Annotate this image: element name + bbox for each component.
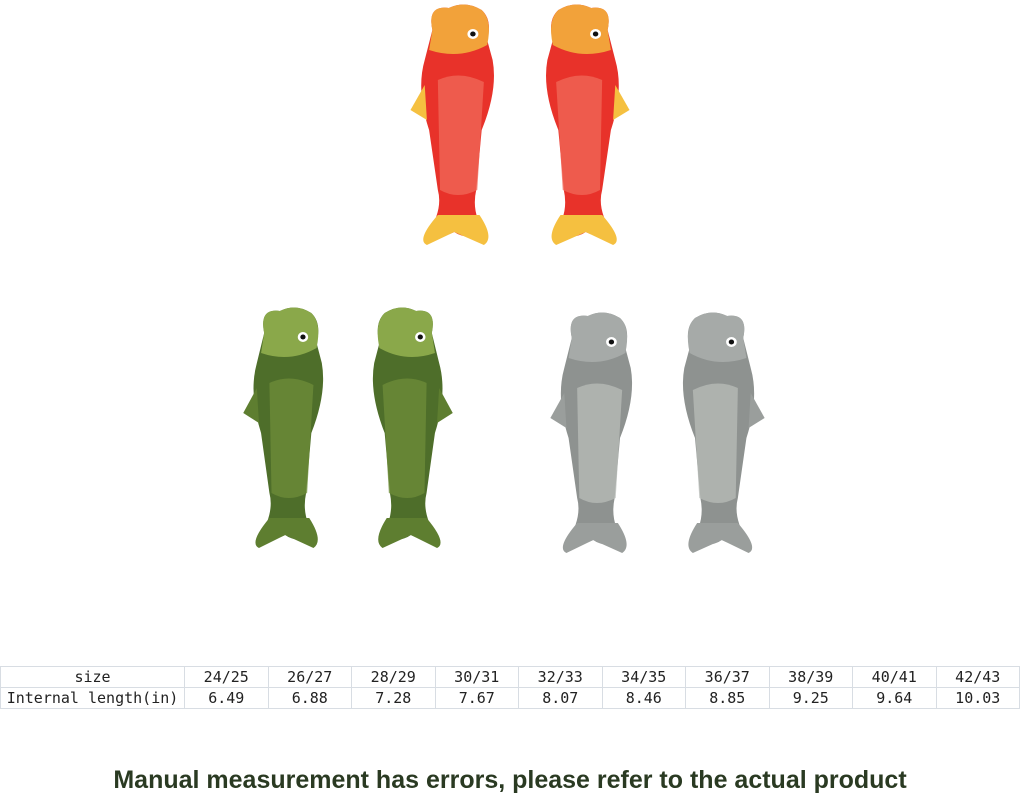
left-slipper-icon: [550, 312, 633, 553]
length-row: Internal length(in) 6.49 6.88 7.28 7.67 8.07 8…: [0, 687, 1020, 709]
left-slipper-icon: [410, 4, 494, 245]
left-slipper-icon: [243, 307, 324, 548]
length-cell: 8.85: [685, 687, 770, 709]
length-cell: 8.07: [518, 687, 603, 709]
size-cell: 30/31: [434, 666, 519, 688]
size-cell: 38/39: [768, 666, 853, 688]
size-cell: 32/33: [518, 666, 603, 688]
row-header: Internal length(in): [0, 687, 185, 709]
size-cell: 40/41: [852, 666, 937, 688]
right-slipper-icon: [546, 4, 630, 245]
length-cell: 6.88: [267, 687, 352, 709]
length-cell: 10.03: [935, 687, 1020, 709]
row-header: size: [0, 666, 185, 688]
size-cell: 36/37: [685, 666, 770, 688]
size-cell: 24/25: [184, 666, 269, 688]
length-cell: 6.49: [184, 687, 269, 709]
size-row: size 24/25 26/27 28/29 30/31 32/33 34/35 36/37 3…: [0, 666, 1020, 688]
length-cell: 8.46: [601, 687, 686, 709]
size-cell: 26/27: [267, 666, 352, 688]
right-slipper-icon: [372, 307, 453, 548]
product-image-green-pair: [238, 303, 458, 553]
length-cell: 9.64: [852, 687, 937, 709]
right-slipper-icon: [682, 312, 765, 553]
length-cell: 7.28: [351, 687, 436, 709]
length-cell: 9.25: [768, 687, 853, 709]
measurement-note: Manual measurement has errors, please re…: [113, 766, 907, 794]
product-image-red-pair: [405, 0, 635, 250]
product-image-grey-pair: [545, 308, 770, 558]
size-table: size 24/25 26/27 28/29 30/31 32/33 34/35 36/37 3…: [0, 666, 1020, 709]
size-cell: 34/35: [601, 666, 686, 688]
size-cell: 42/43: [935, 666, 1020, 688]
size-cell: 28/29: [351, 666, 436, 688]
length-cell: 7.67: [434, 687, 519, 709]
